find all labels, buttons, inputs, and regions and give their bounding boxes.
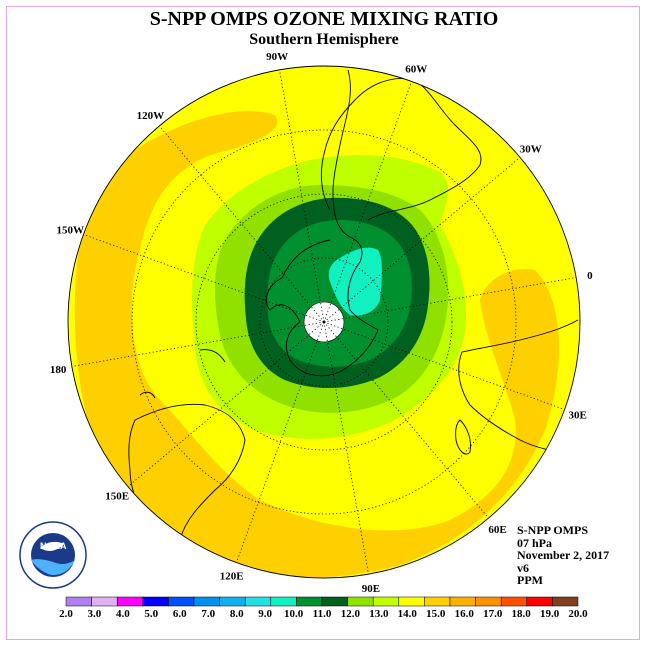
info-units: PPM <box>517 573 543 587</box>
colorbar-swatch <box>270 596 297 607</box>
field-10-11 <box>328 247 382 316</box>
latitude-circle-80s <box>259 257 389 387</box>
meridian-line <box>323 277 577 323</box>
colorbar-label: 7.0 <box>201 608 215 620</box>
field-16-17-band <box>74 111 559 578</box>
info-date: November 2, 2017 <box>517 548 610 562</box>
colorbar-label: 17.0 <box>483 608 503 620</box>
latitude-circle-60s <box>131 129 517 515</box>
coast-new-zealand <box>139 349 226 399</box>
colorbar-label: 8.0 <box>230 608 244 620</box>
info-block: S-NPP OMPS 07 hPa November 2, 2017 v6 PP… <box>517 524 609 587</box>
colorbar-label: 13.0 <box>369 608 389 620</box>
colorbar-label: 2.0 <box>59 608 73 620</box>
colorbar-label: 12.0 <box>341 608 361 620</box>
colorbar-label: 5.0 <box>144 608 158 620</box>
meridian-line <box>71 321 325 367</box>
meridian-line <box>323 321 369 575</box>
page-frame <box>6 6 640 640</box>
colorbar-label: 6.0 <box>173 608 187 620</box>
longitude-label: 60W <box>405 63 427 75</box>
colorbar-swatch <box>398 596 425 607</box>
meridian-line <box>127 321 325 487</box>
colorbar-label: 20.0 <box>568 608 588 620</box>
colorbar-label: 11.0 <box>313 608 332 620</box>
colorbar-swatch <box>296 596 323 607</box>
colorbar-swatch <box>91 596 118 607</box>
noaa-logo: NOAA <box>18 520 88 595</box>
colorbar-swatch <box>142 596 169 607</box>
longitude-label: 90W <box>266 51 288 63</box>
coast-africa <box>458 319 579 456</box>
colorbar-label: 14.0 <box>398 608 418 620</box>
longitude-label: 150E <box>105 491 129 503</box>
longitude-label: 90E <box>362 583 380 595</box>
longitude-label: 0 <box>587 270 593 282</box>
colorbar-label: 16.0 <box>455 608 475 620</box>
colorbar-label: 9.0 <box>258 608 272 620</box>
meridian-line <box>323 157 521 323</box>
colorbar-swatch <box>193 596 220 607</box>
noaa-logo-text: NOAA <box>40 541 67 551</box>
coast-antarctica <box>266 237 379 377</box>
colorbar-swatch <box>552 596 579 607</box>
colorbar-label: 15.0 <box>426 608 446 620</box>
longitude-label: 60E <box>488 524 506 536</box>
coast-madagascar <box>455 419 471 455</box>
map-title: S-NPP OMPS OZONE MIXING RATIO <box>149 8 499 30</box>
colorbar-swatch <box>116 596 144 607</box>
meridians <box>71 69 577 575</box>
latitude-circle-70s <box>195 193 453 451</box>
info-level: 07 hPa <box>517 535 553 550</box>
longitude-label: 30W <box>520 143 542 155</box>
colorbar-swatch <box>526 596 553 607</box>
meridian-line <box>323 321 489 519</box>
meridian-line <box>323 81 412 323</box>
meridian-line <box>236 321 325 563</box>
longitude-labels: 90W 60W 30W 0 30E 60E 90E 120E 150E 180 150W 120W <box>50 51 593 595</box>
colorbar-swatch <box>372 596 400 607</box>
colorbar-swatch <box>347 596 374 607</box>
meridian-line <box>159 125 325 323</box>
coast-australia <box>128 403 246 548</box>
colorbar-label: 10.0 <box>284 608 304 620</box>
info-instrument: S-NPP OMPS <box>517 523 588 537</box>
coast-south-america <box>320 69 482 239</box>
map-subtitle: Southern Hemisphere <box>249 31 399 48</box>
graticule <box>71 69 577 575</box>
map-boundary <box>67 65 581 579</box>
meridian-line <box>323 321 565 410</box>
colorbar-label: 19.0 <box>540 608 560 620</box>
colorbar: 2.0 3.0 4.0 5.0 6.0 7.0 8.0 9.0 10.0 11.0 12.0 13.0… <box>59 596 588 620</box>
colorbar-label: 4.0 <box>116 608 130 620</box>
colorbar-swatch <box>449 596 476 607</box>
colorbar-label: 3.0 <box>88 608 102 620</box>
colorbar-swatch <box>475 596 502 607</box>
colorbar-swatch <box>65 596 92 607</box>
longitude-label: 120E <box>220 571 244 583</box>
meridian-line <box>279 69 325 323</box>
longitude-label: 180 <box>50 364 67 376</box>
ozone-field <box>68 66 580 578</box>
colorbar-swatch <box>244 596 272 607</box>
colorbar-swatch <box>168 596 195 607</box>
info-version: v6 <box>517 560 529 575</box>
colorbar-label: 18.0 <box>511 608 531 620</box>
colorbar-swatch <box>424 596 451 607</box>
colorbar-swatch <box>500 596 528 607</box>
colorbar-swatch <box>321 596 348 607</box>
longitude-label: 120W <box>137 110 165 122</box>
longitude-label: 30E <box>569 409 587 421</box>
meridian-line <box>83 234 325 323</box>
longitude-label: 150W <box>57 225 85 237</box>
colorbar-swatch <box>219 596 246 607</box>
